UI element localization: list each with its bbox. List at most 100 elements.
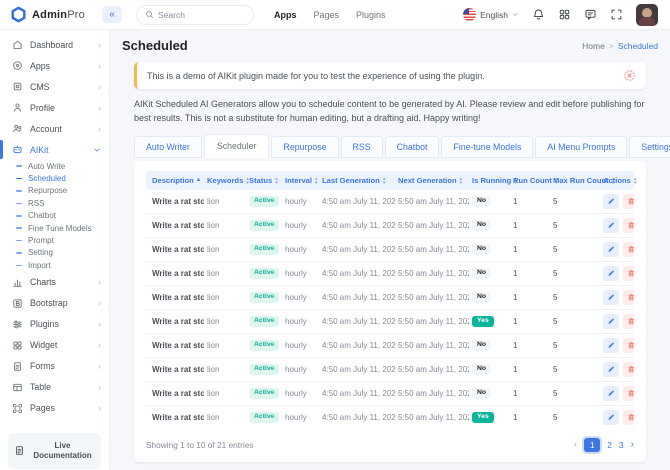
sidebar-item-profile[interactable]: Profile › [0,97,109,118]
trash-icon [627,293,634,302]
tab-settings[interactable]: Settings [629,135,670,158]
delete-button[interactable] [623,265,634,281]
cell-next-generation: 5:50 am July 11, 2024 [395,333,469,358]
delete-button[interactable] [623,313,634,329]
pagination-next[interactable]: › [630,439,634,451]
home-icon [12,39,23,50]
tab-chatbot[interactable]: Chatbot [384,135,440,158]
breadcrumb-current: Scheduled [617,40,658,51]
edit-button[interactable] [603,313,619,329]
brand-name: AdminPro [32,8,85,21]
sort-asc-icon: ▲ [195,176,202,183]
chat-icon[interactable] [584,8,597,21]
delete-button[interactable] [623,193,634,209]
pagination-page-1[interactable]: 1 [584,437,601,452]
edit-button[interactable] [603,265,619,281]
cell-status: Active [246,285,282,310]
tab-scheduler[interactable]: Scheduler [203,133,270,158]
edit-button[interactable] [603,385,619,401]
column-header-next-generation[interactable]: Next Generation ▲ ▼ [395,170,469,190]
cell-description: Write a rat story [146,237,204,262]
cell-next-generation: 5:50 am July 11, 2024 [395,309,469,334]
sidebar-item-account[interactable]: Account › [0,118,109,139]
sidebar-item-bootstrap[interactable]: Bootstrap › [0,293,109,314]
edit-button[interactable] [603,289,619,305]
sidebar-subitem-fine-tune-models[interactable]: Fine Tune Models [0,222,109,234]
top-nav-apps[interactable]: Apps [274,9,297,20]
cell-actions [600,285,634,310]
sidebar-item-aikit[interactable]: AIKit [0,139,109,160]
tab-fine-tune-models[interactable]: Fine-tune Models [441,135,534,158]
sidebar-item-charts[interactable]: Charts › [0,272,109,293]
bell-icon[interactable] [532,8,545,21]
sidebar-subitem-repurpose[interactable]: Repurpose [0,185,109,197]
delete-button[interactable] [623,409,634,425]
sidebar-subitem-auto-write[interactable]: Auto Write [0,160,109,172]
pagination-prev[interactable]: ‹ [573,439,578,451]
alert-close-icon[interactable] [623,69,636,82]
sidebar-item-forms[interactable]: Forms › [0,356,109,377]
delete-button[interactable] [623,337,634,353]
delete-button[interactable] [623,217,634,233]
cell-interval: hourly [282,261,319,286]
cell-is-running: No [469,261,510,286]
sidebar-subitem-import[interactable]: Import [0,259,109,271]
column-header-status[interactable]: Status ▲ ▼ [246,170,282,190]
delete-button[interactable] [623,361,634,377]
column-header-interval[interactable]: Interval ▲ ▼ [282,170,319,190]
sidebar-subitem-scheduled[interactable]: Scheduled [0,172,109,184]
delete-button[interactable] [623,385,634,401]
sidebar-subitem-prompt[interactable]: Prompt [0,234,109,246]
sidebar-item-cms[interactable]: CMS › [0,76,109,97]
search-input[interactable] [158,9,238,20]
dash-icon [16,264,22,267]
sidebar-subitem-rss[interactable]: RSS [0,197,109,209]
sidebar-collapse-button[interactable]: « [102,6,122,23]
column-header-run-count[interactable]: Run Count▲▼ [510,170,558,190]
delete-button[interactable] [623,289,634,305]
tab-auto-writer[interactable]: Auto Writer [134,135,202,158]
edit-button[interactable] [603,409,619,425]
live-documentation-card[interactable]: Live Documentation [8,432,101,470]
delete-button[interactable] [623,241,634,257]
sidebar-item-widget[interactable]: Widget › [0,335,109,356]
fullscreen-icon[interactable] [610,8,623,21]
search-icon [145,10,154,19]
column-header-last-generation[interactable]: Last Generation ▲ ▼ [319,170,395,190]
cell-last-generation: 4:50 am July 11, 2024 [319,333,395,358]
sidebar-item-dashboard[interactable]: Dashboard › [0,34,109,55]
language-selector[interactable]: English [463,8,519,21]
sidebar-item-pages[interactable]: Pages › [0,398,109,419]
user-avatar[interactable] [636,3,658,26]
breadcrumb-home-link[interactable]: Home [582,40,605,51]
pagination-page-2[interactable]: 2 [607,439,612,450]
edit-button[interactable] [603,217,619,233]
edit-button[interactable] [603,241,619,257]
column-header-is-running[interactable]: Is Running▲▼ [469,170,518,190]
edit-button[interactable] [603,193,619,209]
edit-button[interactable] [603,361,619,377]
sidebar-subitem-chatbot[interactable]: Chatbot [0,210,109,222]
pagination-page-3[interactable]: 3 [618,439,624,450]
cell-keywords: lion [204,189,246,214]
tab-rss[interactable]: RSS [340,135,383,158]
app-grid-icon[interactable] [558,8,571,21]
table-row: Write a rat storylionActivehourly4:50 am… [146,309,634,334]
sidebar-item-apps[interactable]: Apps › [0,55,109,76]
chevron-right-icon: › [98,340,101,351]
sidebar-subitem-setting[interactable]: Setting [0,247,109,259]
cell-max-run-count: 5 [550,213,600,238]
tab-repurpose[interactable]: Repurpose [271,135,339,158]
sidebar-item-plugins[interactable]: Plugins › [0,314,109,335]
search-box[interactable] [136,4,254,25]
chevron-right-icon: › [98,403,101,414]
edit-button[interactable] [603,337,619,353]
column-header-description[interactable]: Description ▲ [146,170,204,190]
sidebar-item-table[interactable]: Table › [0,377,109,398]
column-header-actions[interactable]: Actions ▲ ▼ [600,170,637,190]
tab-ai-menu-prompts[interactable]: AI Menu Prompts [535,135,628,158]
column-header-max-run-count[interactable]: Max Run Count▲▼ [550,170,615,190]
top-nav-pages[interactable]: Pages [313,9,340,20]
column-header-keywords[interactable]: Keywords ▲ ▼ [204,170,250,190]
top-nav-plugins[interactable]: Plugins [356,9,386,20]
